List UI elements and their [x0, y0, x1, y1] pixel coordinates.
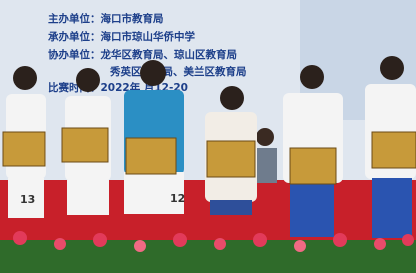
person-head: [256, 128, 274, 146]
page: 主办单位：海口市教育局 承办单位：海口市琼山华侨中学 协办单位：龙华区教育局、琼…: [0, 0, 416, 273]
plaque: [290, 148, 336, 184]
backdrop-line: 主办单位：海口市教育局: [48, 12, 164, 25]
person-legs: [290, 182, 334, 237]
backdrop-line: 承办单位：海口市琼山华侨中学: [48, 30, 195, 43]
person-head: [140, 60, 166, 86]
backdrop-line: 秀英区教育局、美兰区教育局: [109, 65, 247, 78]
person-legs: [210, 200, 252, 215]
jersey-number: 12: [170, 192, 185, 205]
person-head: [76, 68, 100, 92]
backdrop-line: 协办单位：龙华区教育局、琼山区教育局: [48, 48, 237, 61]
person-head: [220, 86, 244, 110]
photo: 主办单位：海口市教育局 承办单位：海口市琼山华侨中学 协办单位：龙华区教育局、琼…: [0, 0, 416, 273]
person-legs: [67, 180, 109, 215]
plaque: [126, 138, 176, 174]
jersey-number: 13: [20, 193, 35, 206]
plaque: [372, 132, 416, 168]
person-head: [300, 65, 324, 89]
person-head: [380, 56, 404, 80]
person-head: [13, 66, 37, 90]
plaque: [3, 132, 45, 166]
person-legs: [372, 178, 412, 238]
plaque: [62, 128, 108, 162]
plaque: [207, 141, 255, 177]
